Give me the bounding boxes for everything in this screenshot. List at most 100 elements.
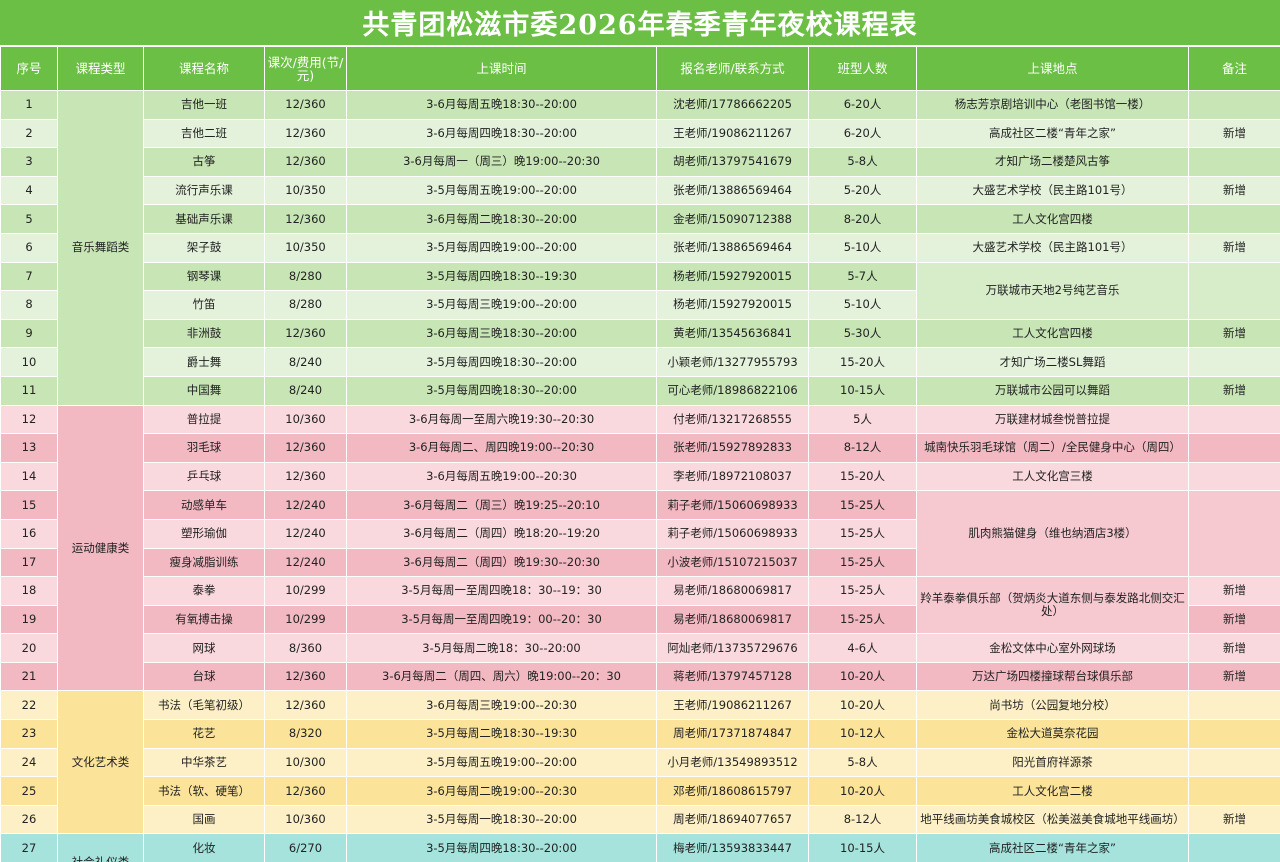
header-row: 序号 课程类型 课程名称 课次/费用(节/元) 上课时间 报名老师/联系方式 班… [0,46,1280,91]
row-number: 21 [0,661,58,692]
class-size: 15-20人 [808,347,917,377]
course-name: 中国舞 [143,375,265,406]
course-note: 新增 [1188,232,1280,263]
course-time: 3-6月每周四晚18:30--20:00 [346,118,657,149]
table-row: 6 架子鼓 10/350 3-5月每周四晚19:00--20:00 张老师/138865… [0,232,1280,263]
class-size: 15-25人 [808,490,917,520]
course-fee: 12/240 [264,490,347,520]
course-name: 花艺 [143,719,265,749]
course-contact: 小颖老师/13277955793 [656,347,809,377]
class-size: 5-20人 [808,175,917,206]
course-contact: 莉子老师/15060698933 [656,490,809,520]
row-number: 25 [0,776,58,806]
course-fee: 12/360 [264,204,347,234]
course-fee: 12/360 [264,776,347,806]
class-size: 5-10人 [808,232,917,263]
course-note [1188,461,1280,492]
course-contact: 易老师/18680069817 [656,576,809,606]
course-contact: 张老师/13886569464 [656,232,809,263]
course-note: 新增 [1188,118,1280,149]
course-contact: 易老师/18680069817 [656,604,809,635]
course-note [1188,490,1280,578]
row-number: 5 [0,204,58,234]
course-note [1188,690,1280,721]
header-contact: 报名老师/联系方式 [656,46,809,91]
course-note [1188,404,1280,435]
course-name: 有氧搏击操 [143,604,265,635]
class-size: 8-12人 [808,433,917,463]
course-time: 3-5月每周五晚19:00--20:00 [346,747,657,778]
table-row: 13 羽毛球 12/360 3-6月每周二、周四晚19:00--20:30 张老师/15… [0,433,1280,463]
row-number: 6 [0,232,58,263]
row-number: 12 [0,404,58,435]
class-size: 10-12人 [808,719,917,749]
course-location: 才知广场二楼楚风古筝 [916,147,1189,177]
course-fee: 8/360 [264,633,347,663]
class-size: 10-20人 [808,661,917,692]
course-time: 3-6月每周一至周六晚19:30--20:30 [346,404,657,435]
course-note [1188,747,1280,778]
course-location: 大盛艺术学校（民主路101号） [916,175,1189,206]
header-name: 课程名称 [143,46,265,91]
course-fee: 8/240 [264,375,347,406]
course-location: 地平线画坊美食城校区（松美滋美食城地平线画坊） [916,804,1189,835]
course-name: 基础声乐课 [143,204,265,234]
course-fee: 12/360 [264,461,347,492]
table-row: 18 泰拳 10/299 3-5月每周一至周四晚18：30--19：30 易老师/186… [0,576,1280,635]
course-time: 3-6月每周五晚19:00--20:30 [346,461,657,492]
course-location: 工人文化宫二楼 [916,776,1189,806]
course-contact: 胡老师/13797541679 [656,147,809,177]
course-time: 3-6月每周二（周四）晚19:30--20:30 [346,547,657,578]
course-contact: 王老师/19086211267 [656,690,809,721]
class-size: 8-20人 [808,204,917,234]
course-location: 金松文体中心室外网球场 [916,633,1189,663]
course-name: 爵士舞 [143,347,265,377]
course-time: 3-5月每周五晚19:00--20:00 [346,175,657,206]
class-size: 15-25人 [808,518,917,549]
course-time: 3-6月每周二（周四、周六）晚19:00--20：30 [346,661,657,692]
course-note: 新增 [1188,604,1280,635]
course-time: 3-5月每周二晚18：30--20:00 [346,633,657,663]
course-name: 古筝 [143,147,265,177]
course-name: 国画 [143,804,265,835]
course-time: 3-6月每周三晚19:00--20:30 [346,690,657,721]
course-location: 大盛艺术学校（民主路101号） [916,232,1189,263]
table-row: 23 花艺 8/320 3-5月每周二晚18:30--19:30 周老师/1737187… [0,719,1280,749]
row-number: 24 [0,747,58,778]
course-time: 3-5月每周一至周四晚18：30--19：30 [346,576,657,606]
course-time: 3-6月每周五晚18:30--20:00 [346,90,657,120]
class-size: 5-8人 [808,147,917,177]
class-size: 15-25人 [808,547,917,578]
course-contact: 蒋老师/13797457128 [656,661,809,692]
table-row: 15 动感单车 12/240 3-6月每周二（周三）晚19:25--20:10 莉子老师… [0,490,1280,578]
course-location: 阳光首府祥源茶 [916,747,1189,778]
course-note [1188,776,1280,806]
course-note [1188,90,1280,120]
table-row: 22 文化艺术类 书法（毛笔初级） 12/360 3-6月每周三晚19:00--20:3… [0,690,1280,835]
course-fee: 10/299 [264,576,347,606]
course-time: 3-5月每周四晚18:30--19:30 [346,261,657,292]
row-number: 27 [0,833,58,862]
course-contact: 张老师/13886569464 [656,175,809,206]
course-contact: 杨老师/15927920015 [656,261,809,292]
row-number: 16 [0,518,58,549]
table-row: 19 有氧搏击操 10/299 3-5月每周一至周四晚19：00--20：30 易老师/… [0,604,1280,635]
table-row: 5 基础声乐课 12/360 3-6月每周二晚18:30--20:00 金老师/1509… [0,204,1280,234]
class-size: 4-6人 [808,633,917,663]
course-location: 万联建材城叁悦普拉提 [916,404,1189,435]
course-fee: 10/360 [264,804,347,835]
course-time: 3-5月每周四晚19:00--20:00 [346,232,657,263]
table-row: 21 台球 12/360 3-6月每周二（周四、周六）晚19:00--20：30 蒋老师… [0,661,1280,692]
course-location: 高成社区二楼“青年之家” [916,118,1189,149]
class-size: 8-12人 [808,804,917,835]
course-name: 吉他一班 [143,90,265,120]
course-time: 3-5月每周四晚18:30--20:00 [346,347,657,377]
course-time: 3-5月每周三晚19:00--20:00 [346,290,657,320]
header-fee: 课次/费用(节/元) [264,46,347,91]
class-size: 5-30人 [808,318,917,349]
course-note [1188,433,1280,463]
course-location: 万联城市公园可以舞蹈 [916,375,1189,406]
course-table: 序号 课程类型 课程名称 课次/费用(节/元) 上课时间 报名老师/联系方式 班… [0,46,1280,862]
course-fee: 6/270 [264,833,347,862]
row-number: 14 [0,461,58,492]
